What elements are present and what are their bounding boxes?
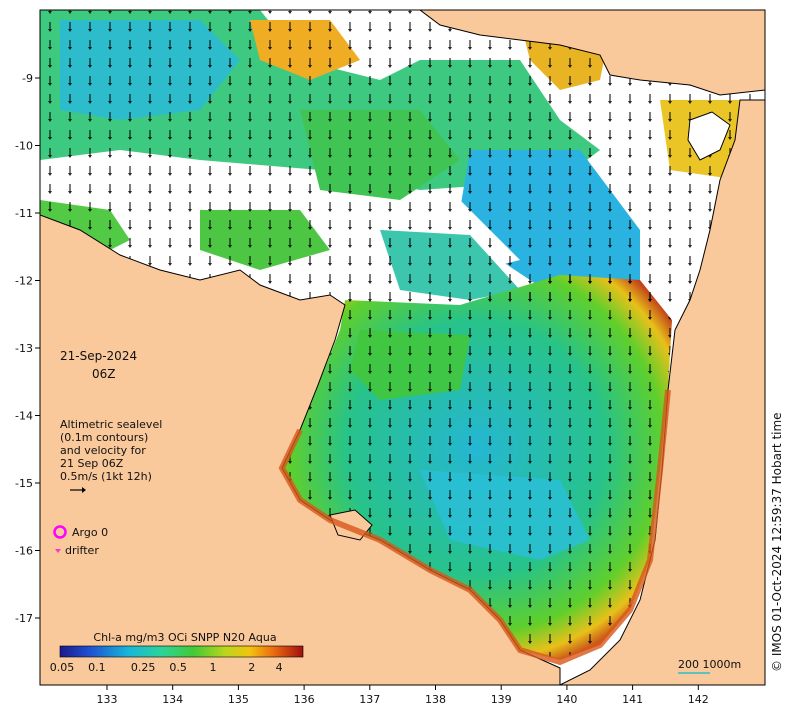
altimetry-line-4: 21 Sep 06Z — [60, 457, 124, 470]
argo-marker-icon — [53, 525, 67, 539]
altimetry-line-1: Altimetric sealevel — [60, 418, 162, 431]
colorbar-tick-label: 0.1 — [88, 661, 106, 674]
lon-tick-label: 137 — [359, 693, 380, 706]
lon-tick-label: 142 — [688, 693, 709, 706]
lon-tick-label: 133 — [97, 693, 118, 706]
lat-tick-label: -17 — [15, 612, 33, 625]
latitude-ticks: -9 -10 -11 -12 -13 -14 -15 -16 -17 — [15, 72, 40, 625]
colorbar-gradient — [59, 645, 304, 658]
time-label: 06Z — [92, 367, 116, 381]
velocity-arrows-gulf — [280, 275, 672, 660]
map-panel — [40, 10, 765, 685]
lat-tick-label: -11 — [15, 207, 33, 220]
lon-tick-label: 140 — [556, 693, 577, 706]
lat-tick-label: -9 — [22, 72, 33, 85]
island-cluster — [687, 111, 731, 161]
lon-tick-label: 139 — [491, 693, 512, 706]
colorbar-tick-label: 0.25 — [131, 661, 156, 674]
lat-tick-label: -15 — [15, 477, 33, 490]
argo-label: Argo 0 — [72, 526, 108, 539]
new-guinea-landmass — [419, 10, 765, 96]
drifter-label: drifter — [65, 544, 99, 557]
colorbar-title: Chl-a mg/m3 OCi SNPP N20 Aqua — [93, 631, 276, 644]
longitude-ticks: 133 134 135 136 137 138 139 140 141 142 — [97, 685, 709, 706]
lat-tick-label: -10 — [15, 140, 33, 153]
land — [40, 10, 765, 685]
lat-tick-label: -12 — [15, 275, 33, 288]
altimetry-line-5: 0.5m/s (1kt 12h) — [60, 470, 152, 483]
coastal-high-chl — [278, 389, 671, 666]
colorbar-tick-label: 2 — [248, 661, 255, 674]
lon-tick-label: 135 — [228, 693, 249, 706]
altimetry-line-2: (0.1m contours) — [60, 431, 148, 444]
lat-tick-label: -13 — [15, 342, 33, 355]
lat-tick-label: -16 — [15, 545, 33, 558]
lon-tick-label: 136 — [294, 693, 315, 706]
colorbar-tick-label: 0.05 — [50, 661, 75, 674]
date-label: 21-Sep-2024 — [60, 349, 137, 363]
altimetry-note: Altimetric sealevel (0.1m contours) and … — [60, 418, 162, 493]
colorbar-tick-label: 4 — [276, 661, 283, 674]
colorbar: Chl-a mg/m3 OCi SNPP N20 Aqua 0.05 0.1 0.2… — [50, 631, 304, 674]
drifter-marker-icon — [55, 549, 61, 553]
depth-scale-label: 200 1000m — [678, 658, 741, 671]
colorbar-tick-label: 0.5 — [169, 661, 187, 674]
credit-text: © IMOS 01-Oct-2024 12:59:37 Hobart time — [770, 412, 784, 672]
lon-tick-label: 138 — [425, 693, 446, 706]
lon-tick-label: 141 — [622, 693, 643, 706]
colorbar-tick-label: 1 — [210, 661, 217, 674]
lon-tick-label: 134 — [162, 693, 183, 706]
altimetry-line-3: and velocity for — [60, 444, 146, 457]
marker-legend: Argo 0 drifter — [53, 525, 108, 557]
lat-tick-label: -14 — [15, 410, 33, 423]
